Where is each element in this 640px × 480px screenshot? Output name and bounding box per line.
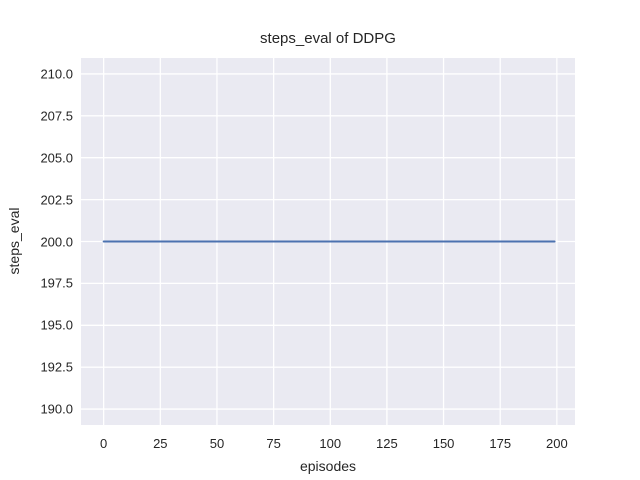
y-tick-label: 190.0 <box>40 401 73 417</box>
x-tick-label: 50 <box>209 436 225 451</box>
x-axis-label: episodes <box>299 458 357 474</box>
x-tick-label: 125 <box>376 436 398 451</box>
chart-title: steps_eval of DDPG <box>260 30 396 47</box>
y-tick-label: 210.0 <box>40 66 73 82</box>
x-tick-label: 200 <box>546 436 568 451</box>
x-tick-label: 0 <box>100 436 108 451</box>
x-tick-label: 100 <box>319 436 342 451</box>
y-tick-label: 195.0 <box>40 317 73 333</box>
y-tick-label: 205.0 <box>40 150 73 166</box>
y-axis-label: steps_eval <box>6 207 22 275</box>
x-tick-label: 150 <box>432 436 455 451</box>
x-tick-label: 25 <box>153 436 168 451</box>
y-tick-label: 207.5 <box>40 108 73 124</box>
x-tick-label: 175 <box>489 436 512 451</box>
y-tick-label: 202.5 <box>40 192 73 208</box>
y-tick-label: 197.5 <box>40 275 73 291</box>
y-tick-label: 192.5 <box>40 359 73 375</box>
x-tick-label: 75 <box>266 436 281 451</box>
y-tick-label: 200.0 <box>40 234 73 249</box>
plot-area <box>81 58 575 425</box>
